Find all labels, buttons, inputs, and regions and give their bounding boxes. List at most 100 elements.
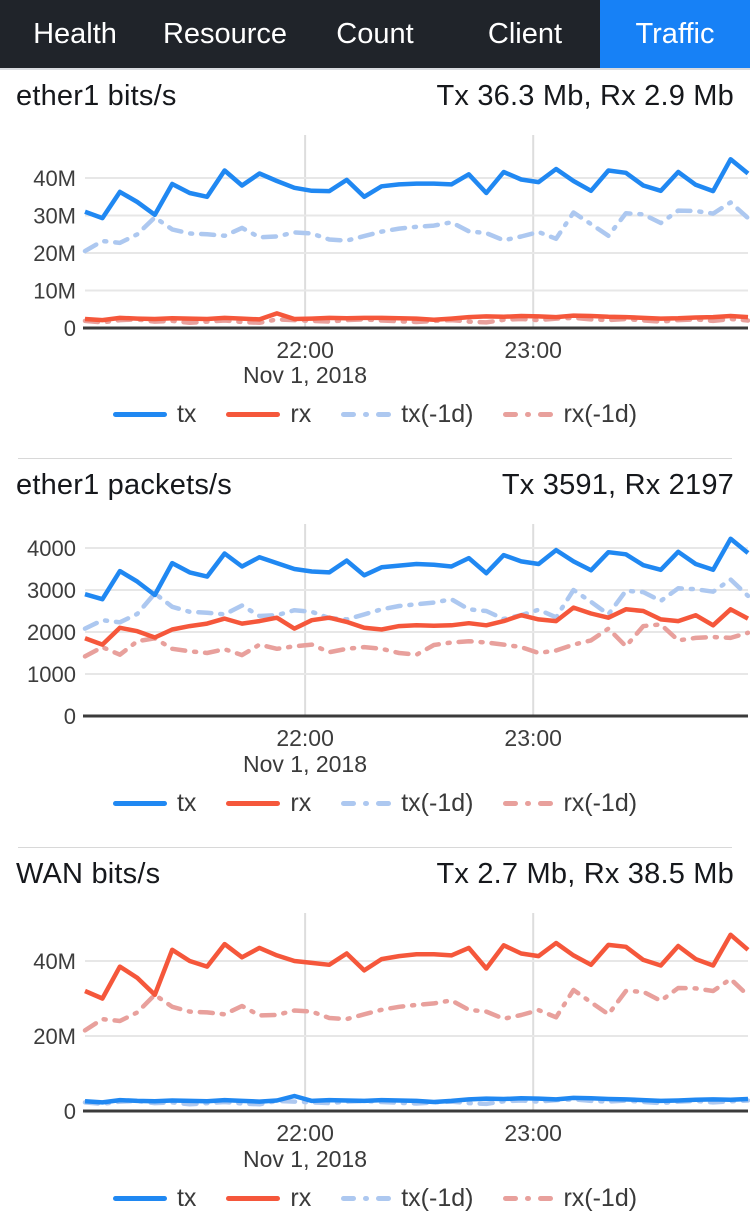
y-tick-label: 4000 — [27, 536, 76, 561]
chart-header: ether1 bits/s Tx 36.3 Mb, Rx 2.9 Mb — [0, 70, 750, 122]
legend-0: tx rx tx(-1d) rx(-1d) — [0, 394, 750, 434]
chart-summary: Tx 2.7 Mb, Rx 38.5 Mb — [436, 857, 734, 890]
tab-client[interactable]: Client — [450, 0, 600, 68]
x-tick-label: 22:00 — [276, 1120, 334, 1146]
chart-summary: Tx 36.3 Mb, Rx 2.9 Mb — [436, 79, 734, 112]
tab-traffic[interactable]: Traffic — [600, 0, 750, 68]
legend-swatch-rx — [226, 411, 281, 417]
chart-section-ether1-packets: ether1 packets/s Tx 3591, Rx 2197 0 1000 2… — [0, 459, 750, 823]
legend-label: tx — [176, 788, 197, 817]
section-divider — [18, 847, 732, 848]
chart-section-ether1-bits: ether1 bits/s Tx 36.3 Mb, Rx 2.9 Mb 0 10M… — [0, 70, 750, 434]
x-tick-label: 23:00 — [504, 1120, 562, 1146]
tab-resource-label: Resource — [162, 17, 288, 50]
series-line-tx(-1d) — [82, 1097, 750, 1107]
y-tick-label: 0 — [64, 316, 76, 341]
y-tick-label: 10M — [33, 279, 76, 304]
legend-label: rx(-1d) — [563, 399, 638, 428]
series-line-tx — [84, 157, 750, 221]
x-tick-label: 22:00 — [276, 725, 334, 751]
top-tab-bar: Health Resource Count Client Traffic — [0, 0, 750, 70]
legend-label: rx — [290, 399, 312, 428]
series-line-rx(-1d) — [82, 622, 750, 659]
x-tick-label: 23:00 — [504, 725, 562, 751]
legend-label: tx(-1d) — [401, 399, 474, 428]
legend-item-rx[interactable]: rx — [226, 400, 311, 429]
legend-swatch-rx_1d — [503, 1195, 554, 1201]
series-line-tx(-1d) — [82, 577, 750, 631]
legend-1: tx rx tx(-1d) rx(-1d) — [0, 783, 750, 823]
legend-swatch-tx — [112, 800, 167, 806]
x-axis-date-label: Nov 1, 2018 — [242, 362, 368, 388]
legend-item-rx[interactable]: rx — [226, 1184, 311, 1213]
x-axis-date-label: Nov 1, 2018 — [242, 1146, 368, 1172]
legend-item-tx_1d[interactable]: tx(-1d) — [341, 1184, 473, 1213]
legend-item-tx_1d[interactable]: tx(-1d) — [341, 789, 473, 818]
legend-label: tx(-1d) — [401, 788, 474, 817]
legend-swatch-rx_1d — [503, 411, 554, 417]
chart-header: WAN bits/s Tx 2.7 Mb, Rx 38.5 Mb — [0, 848, 750, 900]
legend-label: rx — [290, 1183, 312, 1212]
legend-item-rx_1d[interactable]: rx(-1d) — [503, 789, 637, 818]
chart-svg-1[interactable]: 0 1000 2000 3000 4000 22:00 23:00 — [0, 511, 750, 751]
legend-swatch-rx — [226, 800, 281, 806]
series-line-tx — [84, 536, 750, 602]
y-tick-label: 0 — [64, 1099, 76, 1124]
section-divider — [18, 458, 732, 459]
legend-swatch-rx_1d — [503, 800, 554, 806]
legend-item-tx[interactable]: tx — [112, 788, 197, 818]
tab-health-label: Health — [33, 17, 117, 50]
y-tick-label: 40M — [33, 949, 76, 974]
legend-item-tx_1d[interactable]: tx(-1d) — [341, 400, 473, 429]
series-line-rx(-1d) — [82, 315, 750, 326]
legend-label: tx(-1d) — [401, 1183, 474, 1212]
chart-title: ether1 packets/s — [16, 468, 232, 501]
tab-health[interactable]: Health — [0, 0, 150, 68]
legend-swatch-tx_1d — [341, 1195, 392, 1201]
y-tick-label: 0 — [64, 704, 76, 729]
legend-item-rx_1d[interactable]: rx(-1d) — [503, 1184, 637, 1213]
legend-label: tx — [176, 399, 197, 428]
legend-label: rx(-1d) — [563, 788, 638, 817]
chart-title: ether1 bits/s — [16, 79, 177, 112]
tab-client-label: Client — [487, 17, 563, 50]
legend-2: tx rx tx(-1d) rx(-1d) — [0, 1178, 750, 1218]
series-line-tx(-1d) — [82, 200, 750, 254]
legend-swatch-tx — [112, 411, 167, 417]
legend-item-tx[interactable]: tx — [112, 399, 197, 429]
series-line-rx — [84, 605, 750, 647]
y-tick-label: 40M — [33, 166, 76, 191]
date-row: Nov 1, 2018 — [0, 1146, 750, 1172]
legend-swatch-rx — [226, 1195, 281, 1201]
legend-label: tx — [176, 1183, 197, 1212]
chart-svg-0[interactable]: 0 10M 20M 30M 40M 22:00 23:00 — [0, 122, 750, 362]
tab-traffic-label: Traffic — [635, 17, 715, 50]
legend-swatch-tx_1d — [341, 800, 392, 806]
chart-summary: Tx 3591, Rx 2197 — [501, 468, 734, 501]
y-tick-label: 3000 — [27, 578, 76, 603]
tab-resource[interactable]: Resource — [150, 0, 300, 68]
legend-swatch-tx_1d — [341, 411, 392, 417]
legend-item-rx_1d[interactable]: rx(-1d) — [503, 400, 637, 429]
x-tick-label: 22:00 — [276, 337, 334, 362]
y-tick-label: 20M — [33, 1024, 76, 1049]
chart-svg-2[interactable]: 0 20M 40M 22:00 23:00 — [0, 900, 750, 1146]
legend-swatch-tx — [112, 1195, 167, 1201]
y-tick-label: 30M — [33, 204, 76, 229]
chart-title: WAN bits/s — [16, 857, 161, 890]
y-tick-label: 1000 — [27, 662, 76, 687]
chart-header: ether1 packets/s Tx 3591, Rx 2197 — [0, 459, 750, 511]
y-tick-label: 20M — [33, 241, 76, 266]
date-row: Nov 1, 2018 — [0, 751, 750, 777]
tab-count[interactable]: Count — [300, 0, 450, 68]
legend-item-tx[interactable]: tx — [112, 1183, 197, 1213]
y-tick-label: 2000 — [27, 620, 76, 645]
x-axis-date-label: Nov 1, 2018 — [242, 751, 368, 777]
legend-item-rx[interactable]: rx — [226, 789, 311, 818]
chart-section-wan-bits: WAN bits/s Tx 2.7 Mb, Rx 38.5 Mb 0 20M 40M… — [0, 848, 750, 1218]
series-line-rx(-1d) — [82, 976, 750, 1033]
x-tick-label: 23:00 — [504, 337, 562, 362]
series-line-rx — [84, 932, 750, 1001]
legend-label: rx — [290, 788, 312, 817]
legend-label: rx(-1d) — [563, 1183, 638, 1212]
